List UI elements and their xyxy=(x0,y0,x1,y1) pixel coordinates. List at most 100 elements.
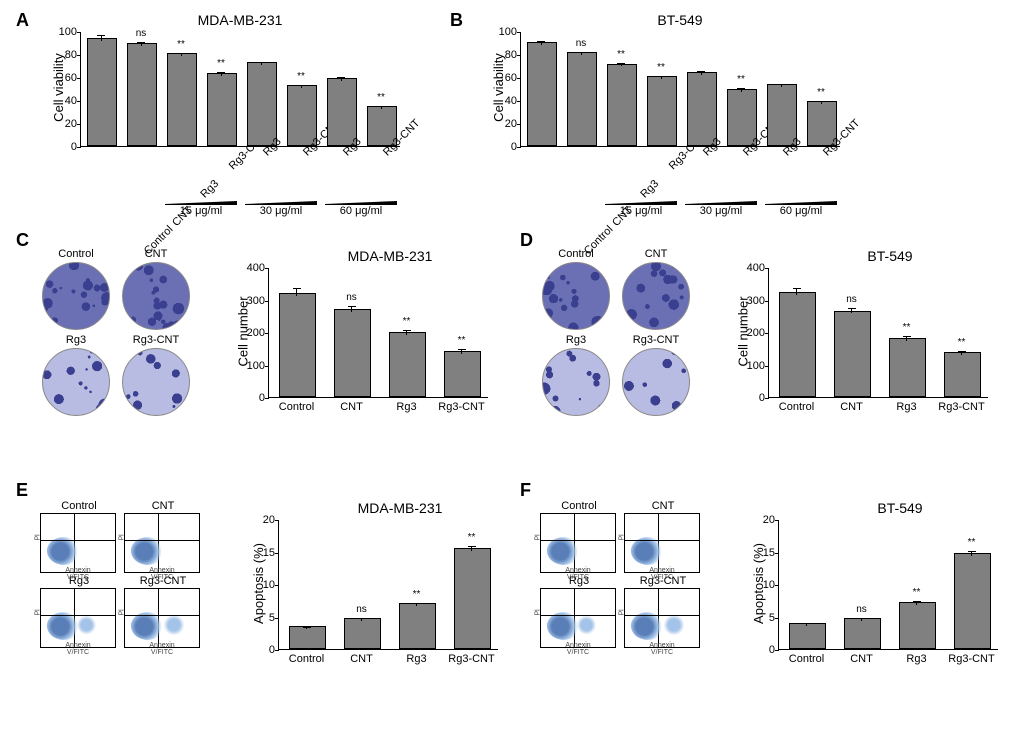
well-image xyxy=(122,348,190,416)
flow-axis-x: Annexin V/FITC xyxy=(560,567,597,581)
plot-area: 0100200300400ControlnsCNT**Rg3**Rg3-CNT xyxy=(268,268,488,398)
flow-cell: CNTAnnexin V/FITCPI xyxy=(124,500,202,573)
chart-f: Apoptosis (%) 05101520ControlnsCNT**Rg3*… xyxy=(778,520,998,650)
flow-cell: ControlAnnexin V/FITCPI xyxy=(540,500,618,573)
wells-d: ControlCNTRg3Rg3-CNT xyxy=(540,248,692,416)
well-label: Rg3 xyxy=(540,334,612,346)
flow-plot: Annexin V/FITCPI xyxy=(40,588,116,648)
flow-f: ControlAnnexin V/FITCPICNTAnnexin V/FITC… xyxy=(540,500,702,648)
well-cell: Control xyxy=(540,248,612,330)
plot-area: 020406080100ControlnsCNT**Rg3**Rg3-CNTRg… xyxy=(520,32,840,147)
well-label: Control xyxy=(40,248,112,260)
flow-axis-x: Annexin V/FITC xyxy=(644,567,681,581)
bar xyxy=(834,311,872,398)
plot-area: 020406080100ControlnsCNT**Rg3**Rg3-CNTRg… xyxy=(80,32,400,147)
well-label: CNT xyxy=(620,248,692,260)
well-cell: Rg3-CNT xyxy=(120,334,192,416)
flow-axis-x: Annexin V/FITC xyxy=(644,642,681,656)
well-label: Control xyxy=(540,248,612,260)
xtick-label: Rg3 xyxy=(406,653,426,665)
flow-axis-x: Annexin V/FITC xyxy=(144,642,181,656)
dose-label: 60 μg/ml xyxy=(340,205,382,217)
bar xyxy=(247,62,277,146)
flow-cell: Rg3-CNTAnnexin V/FITCPI xyxy=(624,575,702,648)
bar xyxy=(527,42,557,146)
significance-label: ** xyxy=(958,337,966,348)
flow-cell: Rg3Annexin V/FITCPI xyxy=(540,575,618,648)
xtick-label: Rg3 xyxy=(261,150,269,158)
flow-plot: Annexin V/FITCPI xyxy=(40,513,116,573)
xtick-label: Rg3 xyxy=(341,150,349,158)
well-image xyxy=(622,348,690,416)
significance-label: ** xyxy=(217,58,225,69)
chart-title-c: MDA-MB-231 xyxy=(300,248,480,264)
well-image xyxy=(42,262,110,330)
dose-label: 30 μg/ml xyxy=(260,205,302,217)
chart-title-b: BT-549 xyxy=(590,12,770,28)
flow-axis-y: PI xyxy=(619,610,626,616)
chart-title-f: BT-549 xyxy=(810,500,990,516)
flow-plot: Annexin V/FITCPI xyxy=(540,513,616,573)
xtick-label: Control xyxy=(279,401,314,413)
xtick-label: Control xyxy=(779,401,814,413)
panel-label-e: E xyxy=(16,480,28,501)
flow-label: Control xyxy=(540,500,618,512)
chart-b: Cell viability 020406080100ControlnsCNT*… xyxy=(520,32,840,147)
significance-label: ns xyxy=(346,292,357,303)
well-cell: Rg3 xyxy=(540,334,612,416)
significance-label: ns xyxy=(136,28,147,39)
flow-plot: Annexin V/FITCPI xyxy=(124,588,200,648)
xtick-label: Rg3-CNT xyxy=(741,150,749,158)
panel-label-a: A xyxy=(16,10,29,31)
dose-label: 15 μg/ml xyxy=(180,205,222,217)
bar xyxy=(899,602,937,650)
xtick-label: Rg3-CNT xyxy=(448,653,494,665)
well-label: CNT xyxy=(120,248,192,260)
panel-label-c: C xyxy=(16,230,29,251)
bar xyxy=(944,352,982,397)
xtick-label: Rg3-CNT xyxy=(438,401,484,413)
bar xyxy=(344,618,382,649)
well-image xyxy=(542,348,610,416)
panel-label-f: F xyxy=(520,480,531,501)
well-image xyxy=(122,262,190,330)
bar xyxy=(279,293,317,397)
significance-label: ** xyxy=(377,92,385,103)
bar xyxy=(844,618,882,649)
dose-label: 15 μg/ml xyxy=(620,205,662,217)
well-label: Rg3-CNT xyxy=(120,334,192,346)
significance-label: ns xyxy=(846,294,857,305)
bar xyxy=(789,623,827,649)
plot-area: 0100200300400ControlnsCNT**Rg3**Rg3-CNT xyxy=(768,268,988,398)
flow-plot: Annexin V/FITCPI xyxy=(540,588,616,648)
significance-label: ** xyxy=(468,532,476,543)
significance-label: ** xyxy=(737,74,745,85)
well-image xyxy=(622,262,690,330)
xtick-label: Rg3-CNT xyxy=(301,150,309,158)
plot-area: 05101520ControlnsCNT**Rg3**Rg3-CNT xyxy=(778,520,998,650)
xtick-label: Control xyxy=(789,653,824,665)
flow-axis-x: Annexin V/FITC xyxy=(560,642,597,656)
dose-label: 60 μg/ml xyxy=(780,205,822,217)
bar xyxy=(687,72,717,146)
flow-axis-y: PI xyxy=(35,610,42,616)
flow-axis-y: PI xyxy=(619,535,626,541)
bar xyxy=(647,76,677,146)
xtick-label: Rg3-CNT xyxy=(381,150,389,158)
flow-axis-y: PI xyxy=(119,535,126,541)
flow-axis-y: PI xyxy=(535,535,542,541)
significance-label: ns xyxy=(856,604,867,615)
chart-title-a: MDA-MB-231 xyxy=(150,12,330,28)
xtick-label: Rg3-CNT xyxy=(938,401,984,413)
bar xyxy=(87,38,117,146)
significance-label: ** xyxy=(297,71,305,82)
well-cell: Rg3 xyxy=(40,334,112,416)
xtick-label: Rg3 xyxy=(781,150,789,158)
bar xyxy=(389,332,427,397)
significance-label: ** xyxy=(968,537,976,548)
significance-label: ** xyxy=(177,39,185,50)
significance-label: ** xyxy=(913,587,921,598)
xtick-label: CNT xyxy=(840,401,863,413)
figure: A B C D E F MDA-MB-231 Cell viability 02… xyxy=(10,10,1010,733)
well-image xyxy=(542,262,610,330)
